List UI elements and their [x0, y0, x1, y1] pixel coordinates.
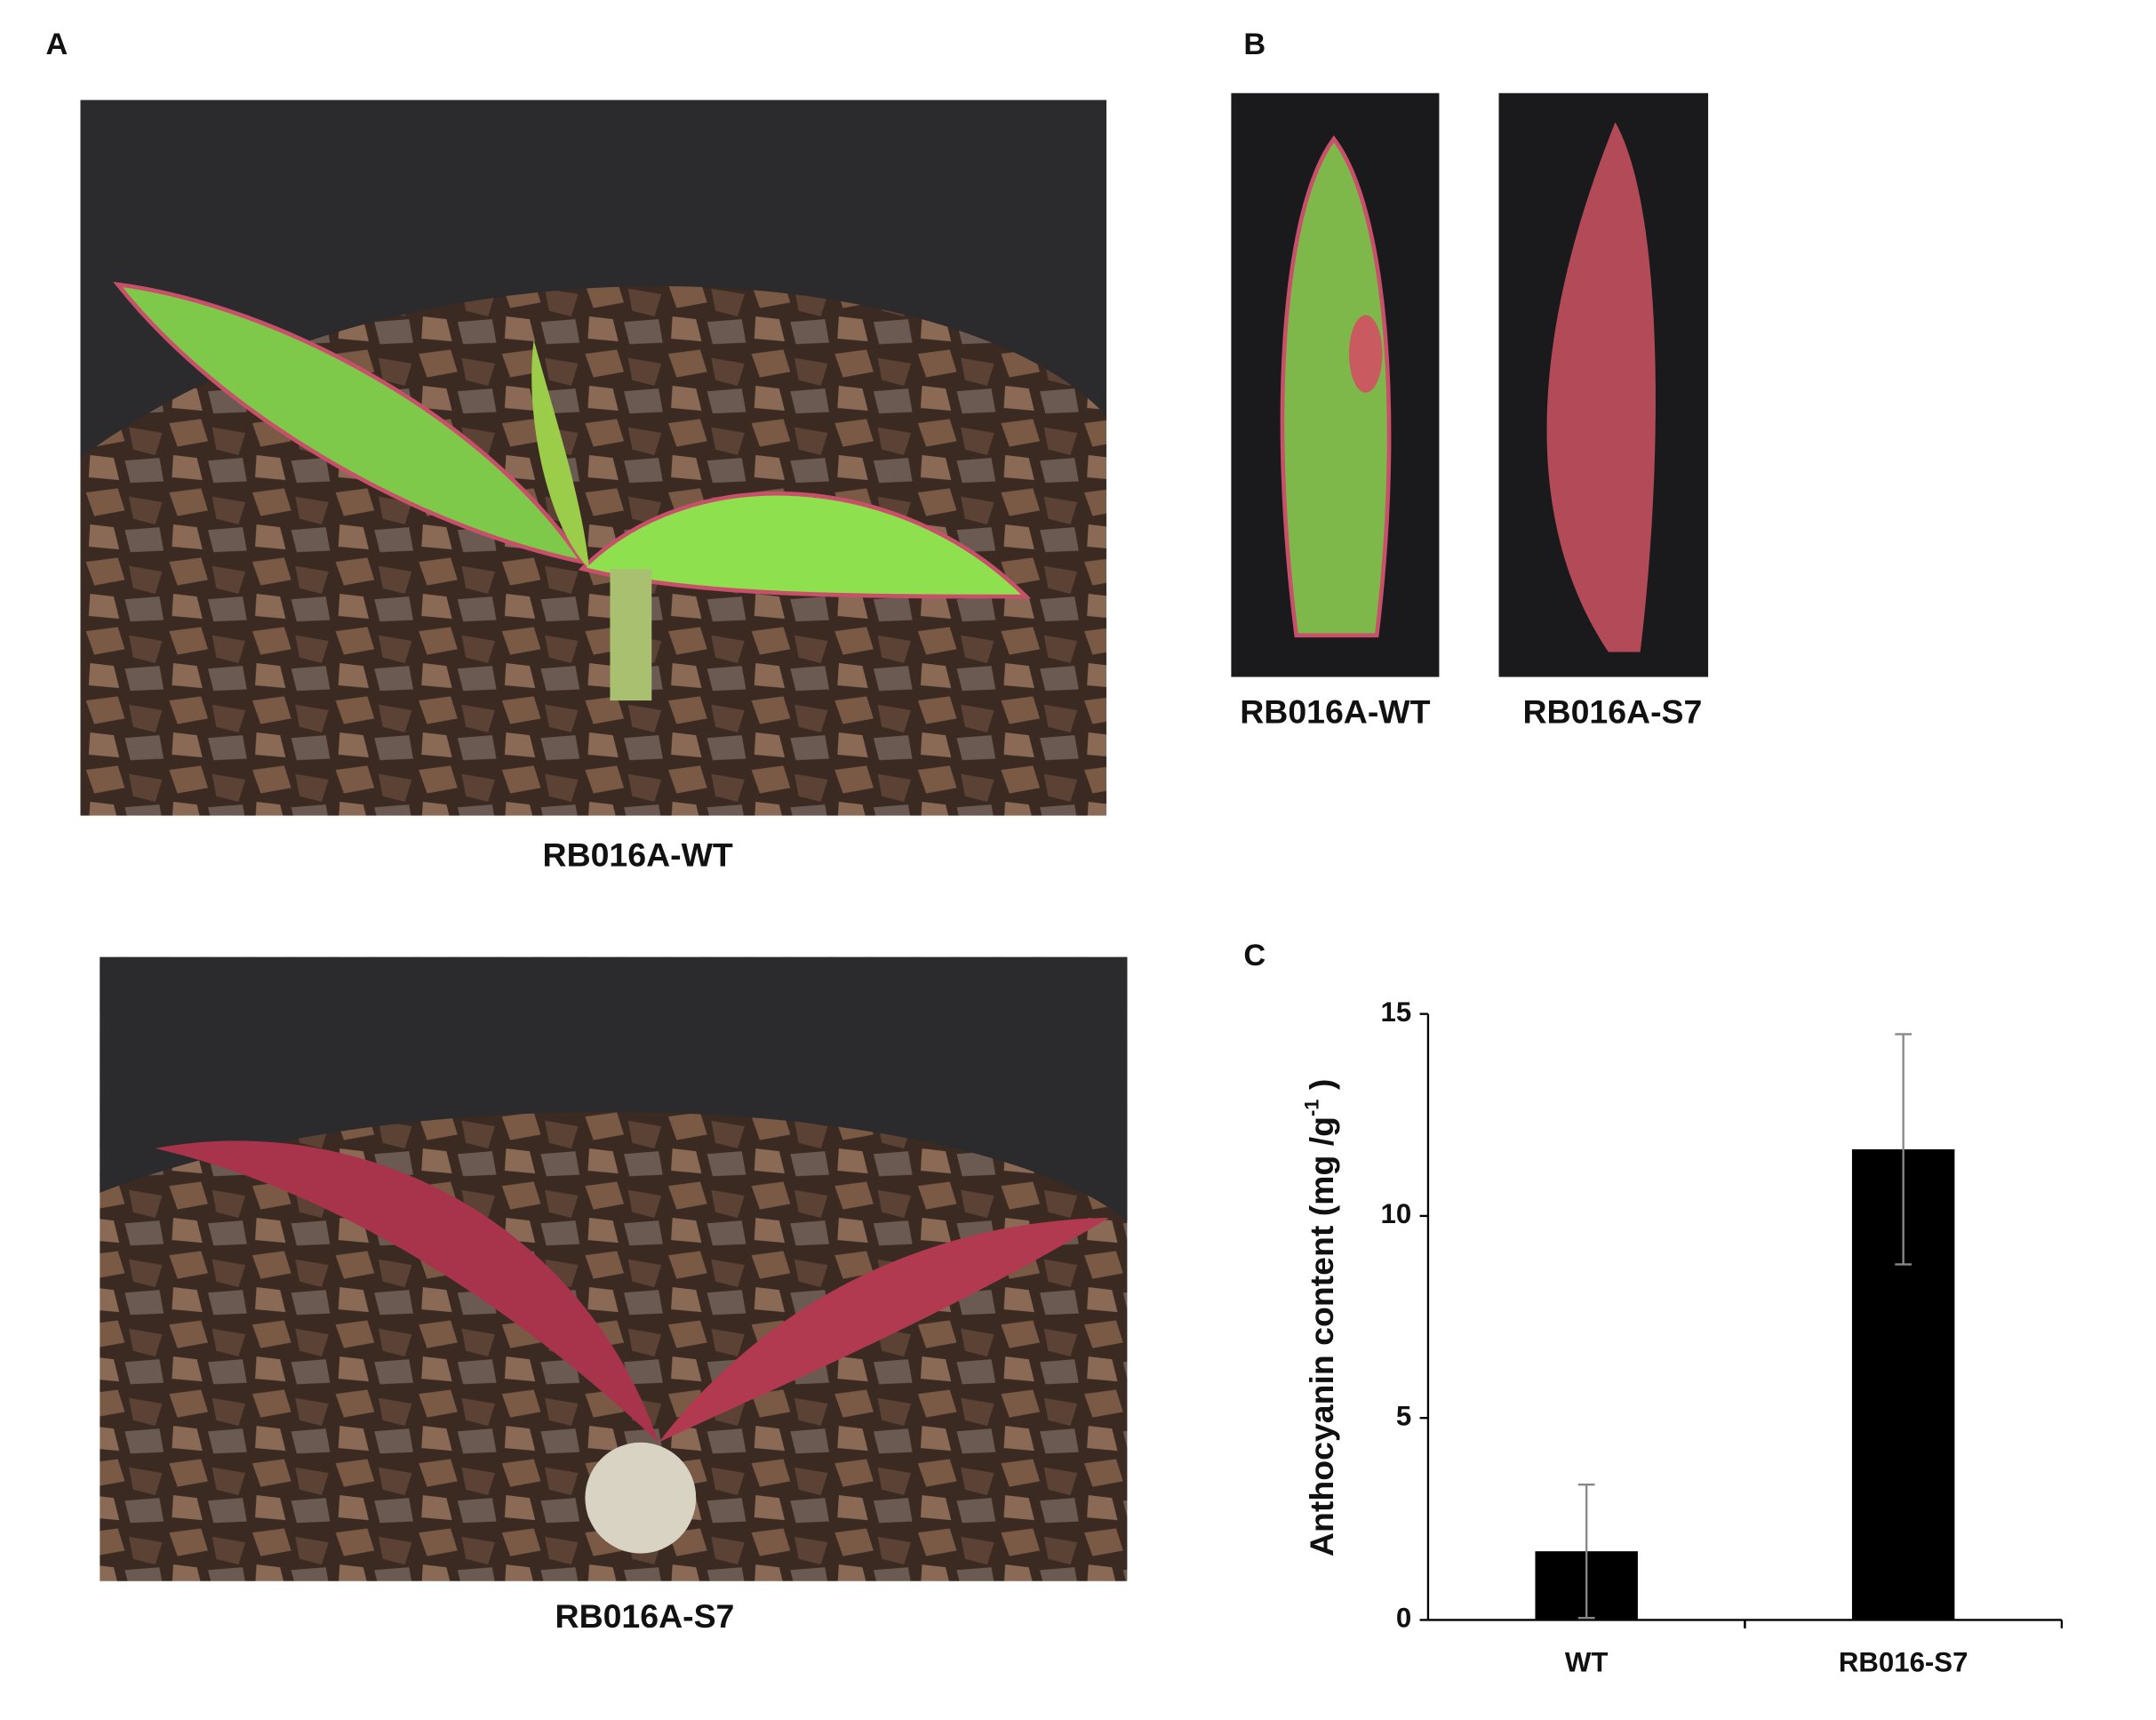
- y-axis-label: Anthocyanin content (mg /g-1 ): [1300, 1079, 1340, 1556]
- y-tick-label: 15: [1381, 996, 1412, 1028]
- y-label-sup: -1: [1300, 1100, 1322, 1116]
- panel-label: B: [1243, 28, 1266, 61]
- y-tick-label: 5: [1396, 1400, 1411, 1431]
- photo-wt-plant: [80, 100, 1106, 816]
- x-tick-label: RB016-S7: [1839, 1647, 1968, 1678]
- photo-s7-plant: [100, 956, 1128, 1581]
- panel-label: A: [45, 28, 68, 61]
- error-bar: [1895, 1033, 1912, 1266]
- y-tick-label: 0: [1396, 1603, 1411, 1634]
- panel-label: C: [1243, 939, 1266, 972]
- x-tick-label: WT: [1565, 1647, 1608, 1678]
- y-tick-label: 10: [1381, 1198, 1412, 1229]
- error-bar: [1577, 1484, 1595, 1620]
- bar-chart: Anthocyanin content (mg /g-1 ) 0 5 10 15 WT R…: [1300, 996, 2064, 1678]
- photo-caption: RB016A-WT: [543, 836, 733, 873]
- photo-caption: RB016A-WT: [1240, 693, 1430, 731]
- y-label-text: ): [1303, 1079, 1340, 1100]
- y-label-text: Anthocyanin content (mg /g: [1303, 1116, 1340, 1556]
- photo-caption: RB016A-S7: [555, 1597, 735, 1635]
- photo-caption: RB016A-S7: [1523, 693, 1703, 731]
- photo-leaves: [1231, 92, 1709, 677]
